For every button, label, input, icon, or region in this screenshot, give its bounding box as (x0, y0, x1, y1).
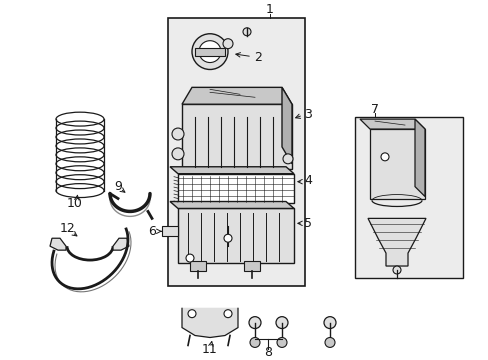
Circle shape (275, 317, 287, 329)
Polygon shape (170, 202, 293, 208)
Circle shape (223, 39, 232, 49)
Text: 5: 5 (304, 217, 311, 230)
Circle shape (325, 337, 334, 347)
Text: 6: 6 (148, 225, 156, 238)
Bar (244, 261, 260, 271)
Circle shape (248, 317, 261, 329)
Circle shape (283, 154, 292, 164)
Circle shape (172, 128, 183, 140)
Circle shape (224, 234, 231, 242)
Polygon shape (367, 219, 425, 266)
Bar (190, 261, 205, 271)
Polygon shape (113, 238, 129, 250)
Text: 9: 9 (114, 180, 122, 193)
Text: 3: 3 (304, 108, 311, 121)
Text: 2: 2 (254, 51, 262, 64)
Text: 11: 11 (202, 343, 218, 356)
Polygon shape (170, 167, 293, 174)
Text: 4: 4 (304, 174, 311, 187)
Circle shape (185, 254, 194, 262)
Text: 1: 1 (265, 4, 273, 17)
Circle shape (249, 337, 260, 347)
Text: 12: 12 (60, 222, 76, 235)
Polygon shape (50, 238, 66, 250)
Circle shape (224, 310, 231, 318)
Circle shape (380, 153, 388, 161)
Bar (168, 18, 305, 286)
Text: 8: 8 (264, 346, 271, 359)
Circle shape (172, 148, 183, 160)
Bar (162, 226, 178, 236)
Circle shape (199, 41, 221, 63)
Circle shape (187, 310, 196, 318)
Bar (369, 129, 424, 198)
Polygon shape (182, 87, 291, 104)
Circle shape (243, 28, 250, 36)
Bar (178, 174, 293, 203)
Polygon shape (282, 87, 291, 164)
Bar (178, 208, 293, 263)
Bar (195, 48, 224, 55)
Bar (182, 104, 291, 169)
Text: 7: 7 (370, 103, 378, 116)
Circle shape (192, 34, 227, 69)
Bar (354, 117, 462, 278)
Circle shape (276, 337, 286, 347)
Text: 10: 10 (67, 197, 83, 210)
Circle shape (392, 266, 400, 274)
Polygon shape (414, 119, 424, 197)
PathPatch shape (182, 308, 238, 337)
Circle shape (324, 317, 335, 329)
Polygon shape (359, 119, 424, 129)
